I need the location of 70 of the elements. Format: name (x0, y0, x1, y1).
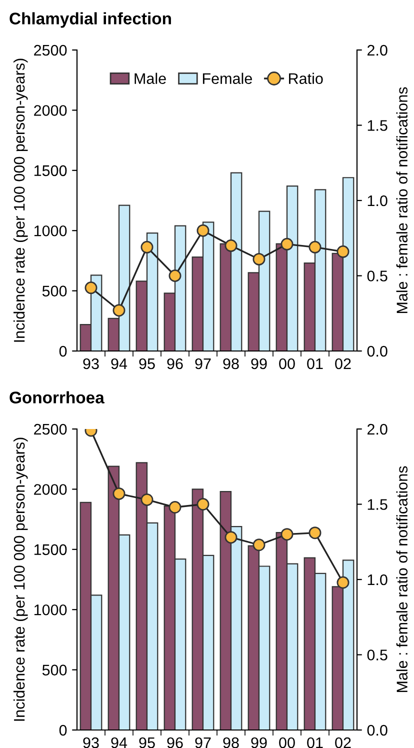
point (336, 576, 350, 589)
y-tick-label: 1000 (34, 225, 67, 236)
x-tick-label: 01 (307, 358, 323, 370)
point (280, 528, 294, 541)
chart-title: Gonorrhoea (10, 391, 104, 404)
point (224, 239, 238, 252)
y2-tick-label: 1.5 (368, 120, 388, 131)
y2-axis-title: Male : female ratio of notifications (396, 87, 408, 314)
y-tick-label: 0 (59, 724, 67, 736)
point (168, 270, 182, 282)
y-tick-label: 2000 (34, 105, 67, 116)
y-tick-label: 1000 (34, 604, 67, 616)
legend-label: Male (134, 72, 166, 84)
chart-title: Chlamydial infection (10, 12, 171, 28)
y2-tick-label: 2.0 (367, 424, 388, 435)
point (196, 498, 210, 510)
x-tick-label: 96 (167, 737, 183, 748)
x-tick-label: 00 (279, 358, 295, 370)
y2-tick-label: 1.0 (368, 574, 388, 586)
y2-tick-label: 2.0 (367, 44, 388, 56)
y-tick-label: 500 (42, 664, 67, 676)
x-tick-label: 95 (139, 358, 155, 370)
legend-label: Ratio (289, 72, 323, 84)
point (84, 282, 98, 294)
point (224, 531, 238, 544)
point (308, 526, 322, 540)
y-tick-label: 1500 (34, 544, 67, 556)
x-tick-label: 02 (335, 358, 351, 370)
y2-axis-title: Male : female ratio of notifications (396, 466, 408, 692)
point (196, 224, 210, 237)
x-tick-label: 99 (251, 358, 267, 370)
x-tick-label: 94 (111, 358, 128, 370)
y2-tick-label: 0.0 (367, 346, 388, 357)
y-tick-label: 2500 (34, 424, 67, 435)
x-tick-label: 97 (195, 358, 211, 370)
x-tick-label: 00 (279, 737, 295, 748)
y2-tick-label: 1.0 (368, 195, 388, 206)
y-axis-title: Incidence rate (per 100 000 person-years) (13, 438, 28, 721)
y-tick-label: 2500 (34, 44, 67, 56)
x-tick-label: 94 (111, 737, 128, 748)
point (168, 501, 182, 514)
y2-tick-label: 0.5 (367, 270, 388, 282)
x-tick-label: 93 (83, 737, 99, 748)
x-tick-label: 97 (195, 737, 211, 748)
x-tick-label: 93 (83, 358, 99, 370)
y-axis-title: Incidence rate (per 100 000 person-years) (13, 58, 28, 342)
x-tick-label: 98 (223, 358, 239, 370)
point (308, 240, 322, 254)
point (140, 493, 154, 506)
x-tick-label: 02 (335, 737, 351, 748)
x-tick-label: 01 (307, 737, 323, 748)
y-tick-label: 1500 (34, 165, 67, 176)
point (280, 238, 294, 250)
legend-label: Female (202, 72, 252, 84)
y2-tick-label: 0.5 (367, 650, 388, 660)
point (140, 240, 154, 254)
point (252, 252, 266, 266)
y2-tick-label: 0.0 (367, 724, 388, 736)
y-tick-label: 0 (59, 346, 67, 357)
x-tick-label: 96 (167, 358, 183, 370)
x-tick-label: 99 (251, 737, 267, 748)
point (112, 487, 126, 500)
y-tick-label: 500 (42, 286, 67, 296)
y-tick-label: 2000 (34, 484, 67, 495)
x-tick-label: 95 (139, 737, 155, 748)
point (336, 245, 350, 258)
x-tick-label: 98 (223, 737, 239, 748)
y2-tick-label: 1.5 (368, 499, 388, 510)
point (252, 538, 266, 552)
point (112, 304, 126, 317)
